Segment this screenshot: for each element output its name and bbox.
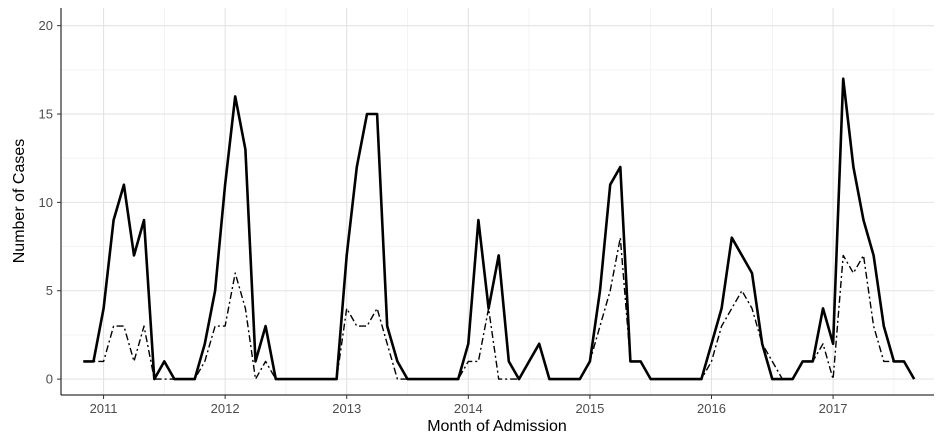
x-axis-ticks: 2011 2012 2013 2014 2015 2016 2017 <box>90 395 848 416</box>
series-line-dashdot <box>83 236 915 380</box>
series-line-solid <box>83 77 916 381</box>
x-tick-label: 2011 <box>90 401 118 416</box>
series-layer <box>83 77 916 381</box>
y-axis-ticks: 0 5 10 15 20 <box>39 18 61 387</box>
x-tick-label: 2012 <box>211 401 240 416</box>
y-tick-label: 0 <box>46 372 53 387</box>
y-axis-title: Number of Cases <box>11 139 28 264</box>
x-tick-label: 2017 <box>819 401 848 416</box>
x-axis-title: Month of Admission <box>427 418 567 435</box>
x-tick-label: 2016 <box>697 401 726 416</box>
major-gridlines <box>61 8 934 395</box>
y-tick-label: 20 <box>39 18 53 33</box>
y-tick-label: 5 <box>46 283 53 298</box>
x-tick-label: 2015 <box>575 401 604 416</box>
y-tick-label: 10 <box>39 195 53 210</box>
y-tick-label: 15 <box>39 107 53 122</box>
plot-panel <box>61 8 934 395</box>
x-tick-label: 2013 <box>332 401 361 416</box>
minor-gridlines <box>61 8 934 395</box>
x-tick-label: 2014 <box>454 401 483 416</box>
